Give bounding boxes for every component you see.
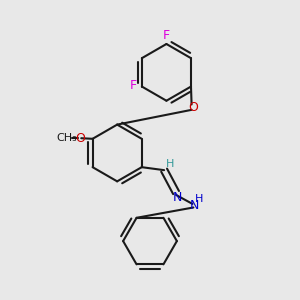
Text: O: O [188,101,198,114]
Text: F: F [129,80,137,92]
Text: N: N [190,199,199,212]
Text: H: H [195,194,203,203]
Text: F: F [163,29,170,42]
Text: H: H [166,159,174,169]
Text: CH₃: CH₃ [56,133,77,143]
Text: N: N [172,191,182,204]
Text: O: O [76,132,85,145]
